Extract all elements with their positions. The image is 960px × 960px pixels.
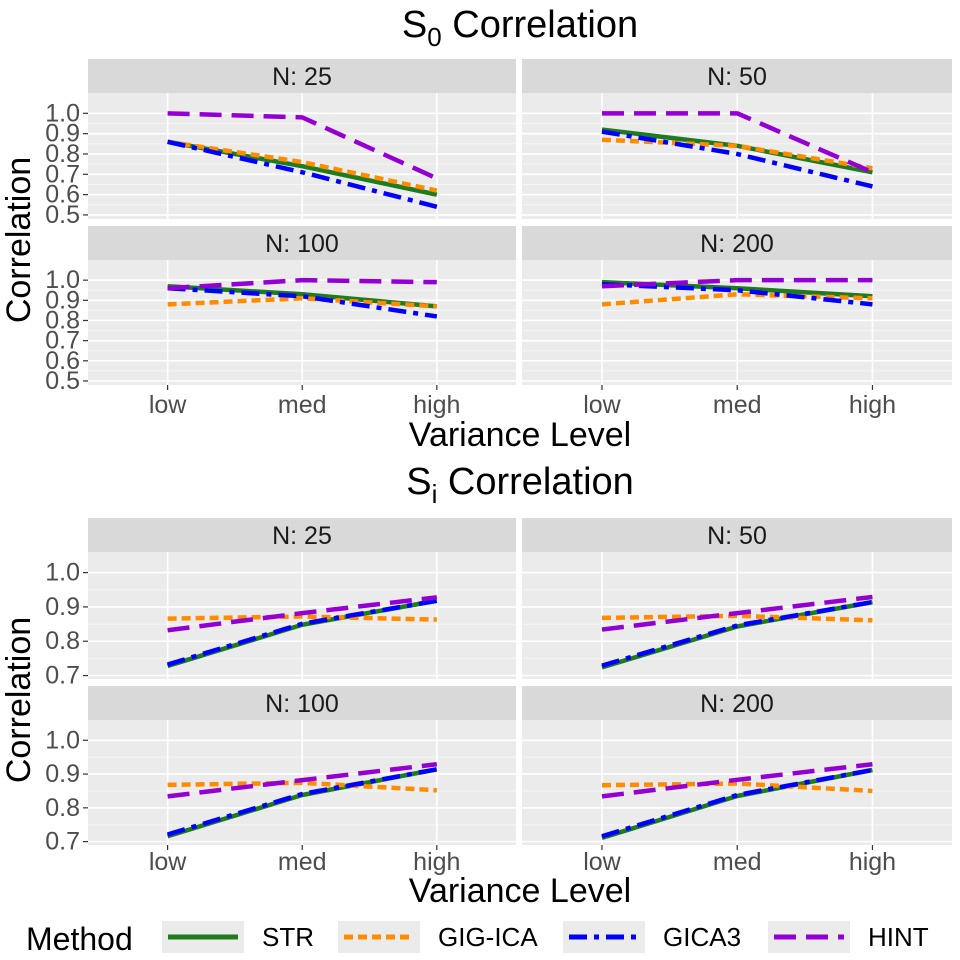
- x-tick-label: high: [413, 391, 460, 419]
- x-tick-label: high: [413, 848, 460, 876]
- series-line-hint: [601, 277, 873, 289]
- x-tick-label: high: [849, 848, 896, 876]
- facet-panel: N: 50: [522, 518, 952, 679]
- facet-label: N: 50: [707, 522, 767, 550]
- y-axis-label: Correlation: [0, 157, 38, 323]
- y-tick-label: 0.9: [45, 120, 80, 148]
- y-tick-label: 1.0: [45, 559, 80, 587]
- series-line-gig-ica: [601, 137, 873, 171]
- y-tick-label: 0.5: [45, 201, 80, 229]
- series-line-hint: [601, 762, 873, 799]
- series-line-hint: [167, 762, 438, 799]
- series-line-gica3: [601, 599, 873, 668]
- chart-title: S0 Correlation: [402, 4, 638, 52]
- facet-label: N: 25: [272, 522, 332, 550]
- legend: Method STR GIG-ICA GICA3 HINT: [26, 921, 929, 957]
- title-subscript: 0: [427, 22, 441, 52]
- facet-panel: N: 200 low med high: [522, 686, 952, 876]
- series-line-hint: [167, 277, 437, 291]
- series-line-gica3: [166, 767, 438, 837]
- x-axis-label: Variance Level: [409, 872, 631, 910]
- legend-label: HINT: [868, 922, 929, 952]
- x-tick-label: med: [713, 391, 762, 419]
- y-tick-label: 0.7: [45, 327, 80, 355]
- series-line-gig-ica: [601, 292, 873, 307]
- x-tick-label: high: [849, 391, 896, 419]
- series-line-hint: [167, 595, 438, 633]
- facet-label: N: 50: [707, 63, 767, 91]
- facet-label: N: 100: [265, 230, 339, 258]
- y-tick-label: 0.7: [45, 828, 80, 856]
- x-axis-label: Variance Level: [409, 416, 631, 454]
- facet-strip: [88, 518, 516, 552]
- facet-panel: N: 200 low med high: [522, 226, 952, 419]
- y-tick-label: 0.7: [45, 160, 80, 188]
- x-tick-label: low: [583, 848, 621, 876]
- series-line-gica3: [167, 285, 438, 319]
- facet-strip: [522, 59, 952, 93]
- facet-label: N: 100: [265, 690, 339, 718]
- y-tick-label: 0.6: [45, 181, 80, 209]
- series-line-gica3: [167, 139, 438, 209]
- facet-label: N: 200: [700, 230, 774, 258]
- y-tick-label: 1.0: [45, 266, 80, 294]
- legend-label: STR: [262, 922, 314, 952]
- series-line-gig-ica: [601, 613, 873, 623]
- series-line-hint: [167, 111, 438, 181]
- x-tick-label: med: [713, 848, 762, 876]
- x-tick-label: med: [278, 848, 327, 876]
- series-line-gig-ica: [167, 296, 437, 309]
- y-tick-label: 0.7: [45, 662, 80, 690]
- facet-strip: [88, 226, 516, 260]
- x-tick-label: med: [278, 391, 327, 419]
- facet-panel: N: 25 0.7 0.8 0.9 1.0: [45, 518, 516, 690]
- title-main: S: [402, 4, 427, 46]
- facet-label: N: 25: [272, 63, 332, 91]
- series-line-gig-ica: [601, 781, 873, 794]
- series-line-hint: [601, 594, 873, 632]
- facet-panel: N: 50: [522, 59, 952, 219]
- facet-panel: N: 100 0.7 0.8 0.9 1.0 low med high: [45, 686, 516, 876]
- title-rest: Correlation: [442, 4, 638, 46]
- legend-label: GIG-ICA: [438, 922, 538, 952]
- y-tick-label: 1.0: [45, 99, 80, 127]
- y-tick-label: 0.8: [45, 140, 80, 168]
- y-tick-label: 0.8: [45, 794, 80, 822]
- series-line-gica3: [601, 129, 873, 189]
- title-subscript: i: [432, 479, 438, 509]
- series-line-hint: [601, 111, 874, 175]
- facet-label: N: 200: [700, 690, 774, 718]
- legend-label: GICA3: [663, 922, 741, 952]
- y-tick-label: 0.6: [45, 347, 80, 375]
- series-line-gig-ica: [167, 780, 437, 793]
- series-line-gig-ica: [167, 139, 438, 193]
- facet-strip: [522, 518, 952, 552]
- series-line-gica3: [601, 767, 873, 839]
- title-rest: Correlation: [437, 461, 633, 503]
- title-main: S: [406, 461, 431, 503]
- facet-strip: [88, 686, 516, 720]
- y-tick-label: 0.9: [45, 593, 80, 621]
- x-tick-label: low: [149, 391, 187, 419]
- series-line-str: [601, 127, 873, 175]
- y-tick-label: 0.8: [45, 627, 80, 655]
- y-tick-label: 0.9: [45, 760, 80, 788]
- y-tick-label: 0.9: [45, 286, 80, 314]
- y-tick-label: 0.5: [45, 367, 80, 395]
- facet-strip: [88, 59, 516, 93]
- x-tick-label: low: [149, 848, 187, 876]
- facet-panel: N: 100 0.50.60.70.80.91.0 low med high: [45, 226, 516, 419]
- y-tick-label: 1.0: [45, 726, 80, 754]
- legend-title: Method: [26, 921, 133, 957]
- facet-strip: [522, 686, 952, 720]
- chart-title: Si Correlation: [406, 461, 634, 509]
- facet-panel: N: 25 0.50.60.70.80.91.0: [45, 59, 516, 229]
- facet-strip: [522, 226, 952, 260]
- x-tick-label: low: [583, 391, 621, 419]
- series-line-gig-ica: [167, 614, 437, 622]
- series-line-gica3: [166, 598, 438, 667]
- y-axis-label: Correlation: [0, 617, 38, 783]
- y-tick-label: 0.8: [45, 306, 80, 334]
